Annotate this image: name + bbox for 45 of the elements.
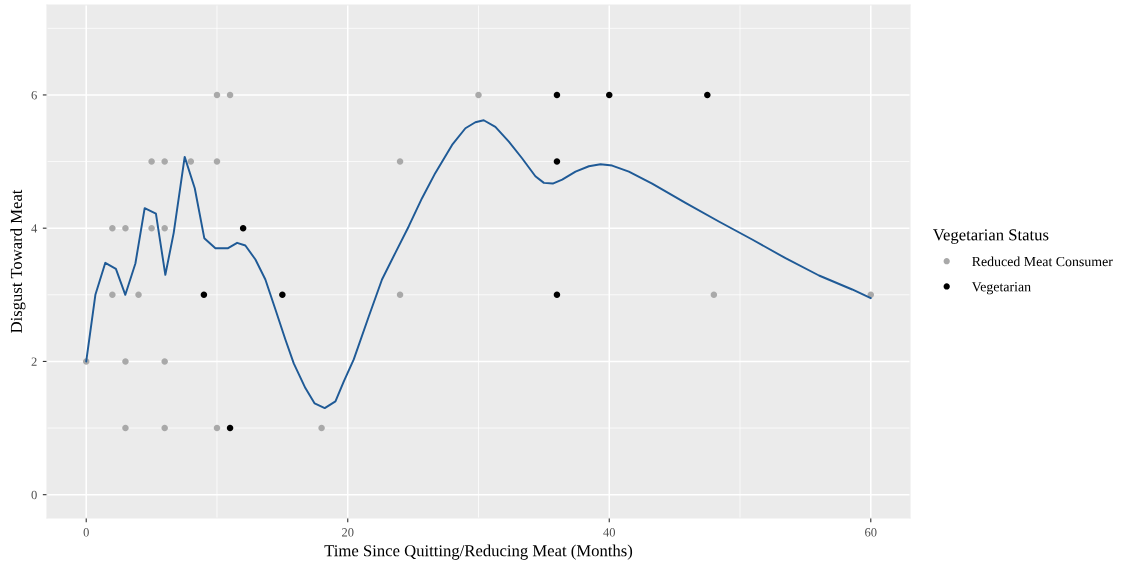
point <box>109 291 116 299</box>
x-tick-label: 20 <box>342 528 354 537</box>
point <box>606 91 613 99</box>
point <box>226 424 234 432</box>
x-tick-label: 0 <box>83 528 89 537</box>
point <box>148 158 155 165</box>
x-tick-label: 60 <box>865 528 877 537</box>
y-tick-label: 4 <box>31 224 38 233</box>
x-tick-label: 40 <box>603 528 616 537</box>
point <box>161 358 168 365</box>
point <box>109 224 116 232</box>
point <box>704 91 711 99</box>
point <box>226 91 234 99</box>
point <box>475 91 482 99</box>
point <box>122 358 129 365</box>
legend-label: Reduced Meat Consumer <box>972 256 1113 267</box>
line-series <box>85 119 872 410</box>
point <box>553 291 561 299</box>
point <box>279 291 286 299</box>
point <box>553 158 561 165</box>
point <box>161 158 168 165</box>
point <box>318 424 325 432</box>
point <box>239 224 247 232</box>
y-tick-label: 6 <box>31 91 37 100</box>
point <box>161 424 168 432</box>
point <box>213 91 221 99</box>
point <box>135 291 142 299</box>
point <box>396 291 404 299</box>
point <box>122 424 129 432</box>
point <box>213 158 221 165</box>
point <box>148 224 155 232</box>
point <box>710 291 718 299</box>
x-axis-title: Time Since Quitting/Reducing Meat (Months) <box>324 544 633 560</box>
y-tick-label: 0 <box>31 490 37 500</box>
legend-label: Vegetarian <box>971 282 1031 295</box>
legend-title: Vegetarian Status <box>933 229 1049 244</box>
point <box>200 291 208 299</box>
point <box>122 224 129 232</box>
point <box>187 158 195 165</box>
point <box>161 224 168 232</box>
point <box>396 158 404 165</box>
point <box>213 424 221 432</box>
point <box>553 91 561 99</box>
y-tick-label: 2 <box>31 357 37 366</box>
y-axis-title: Disgust Toward Meat <box>10 189 26 333</box>
